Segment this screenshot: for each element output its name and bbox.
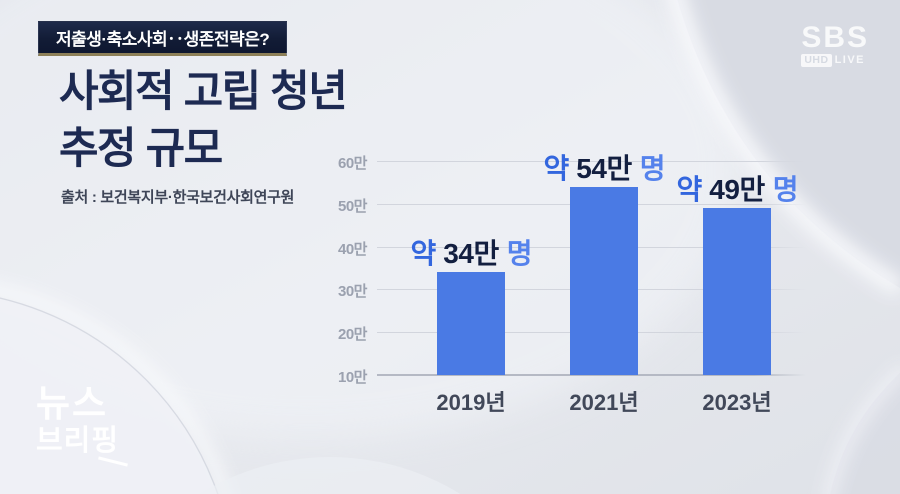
y-tick-label: 20만 bbox=[338, 326, 368, 344]
bar-2019년 bbox=[437, 272, 505, 375]
sbs-logo: SBS UHD LIVE bbox=[801, 23, 869, 67]
value-label-2021년: 약 54만 명 bbox=[543, 147, 666, 187]
x-axis-line bbox=[377, 374, 806, 376]
uhd-badge: UHD bbox=[801, 54, 832, 67]
y-tick-label: 10만 bbox=[338, 369, 368, 386]
live-badge: LIVE bbox=[834, 54, 866, 66]
watermark-line2: 브리핑 bbox=[36, 425, 120, 457]
y-tick-label: 30만 bbox=[338, 283, 368, 301]
news-ticker: 저출생·축소사회‥생존전략은? bbox=[38, 21, 288, 56]
value-label-number: 54만 bbox=[576, 152, 632, 184]
x-tick-label: 2023년 bbox=[702, 390, 772, 415]
bar-2021년 bbox=[570, 186, 638, 375]
value-label-suffix: 명 bbox=[506, 238, 533, 270]
page-title-line2: 추정 규모 bbox=[59, 125, 223, 173]
y-tick-label: 40만 bbox=[338, 240, 368, 258]
news-ticker-label: 저출생·축소사회‥생존전략은? bbox=[56, 30, 270, 49]
gridline bbox=[377, 161, 806, 162]
page-title-line1: 사회적 고립 청년 bbox=[59, 68, 348, 116]
source-citation: 출처 : 보건복지부·한국보건사회연구원 bbox=[61, 189, 295, 206]
value-label-2019년: 약 34만 명 bbox=[410, 232, 533, 272]
value-label-number: 34만 bbox=[443, 238, 499, 270]
value-label-number: 49만 bbox=[709, 174, 765, 206]
sbs-wordmark: SBS bbox=[801, 21, 869, 54]
news-briefing-watermark: 뉴스 브리핑 bbox=[36, 383, 128, 467]
value-label-prefix: 약 bbox=[410, 238, 437, 270]
bar-2023년 bbox=[703, 208, 771, 375]
value-label-prefix: 약 bbox=[543, 152, 570, 184]
watermark-line1: 뉴스 bbox=[36, 383, 109, 424]
y-tick-label: 50만 bbox=[338, 197, 368, 215]
value-label-2023년: 약 49만 명 bbox=[676, 168, 799, 208]
value-label-prefix: 약 bbox=[676, 174, 703, 206]
x-tick-label: 2021년 bbox=[569, 390, 639, 415]
y-tick-label: 60만 bbox=[338, 155, 368, 172]
value-label-suffix: 명 bbox=[772, 174, 799, 206]
x-tick-label: 2019년 bbox=[436, 390, 506, 415]
value-label-suffix: 명 bbox=[639, 152, 666, 184]
